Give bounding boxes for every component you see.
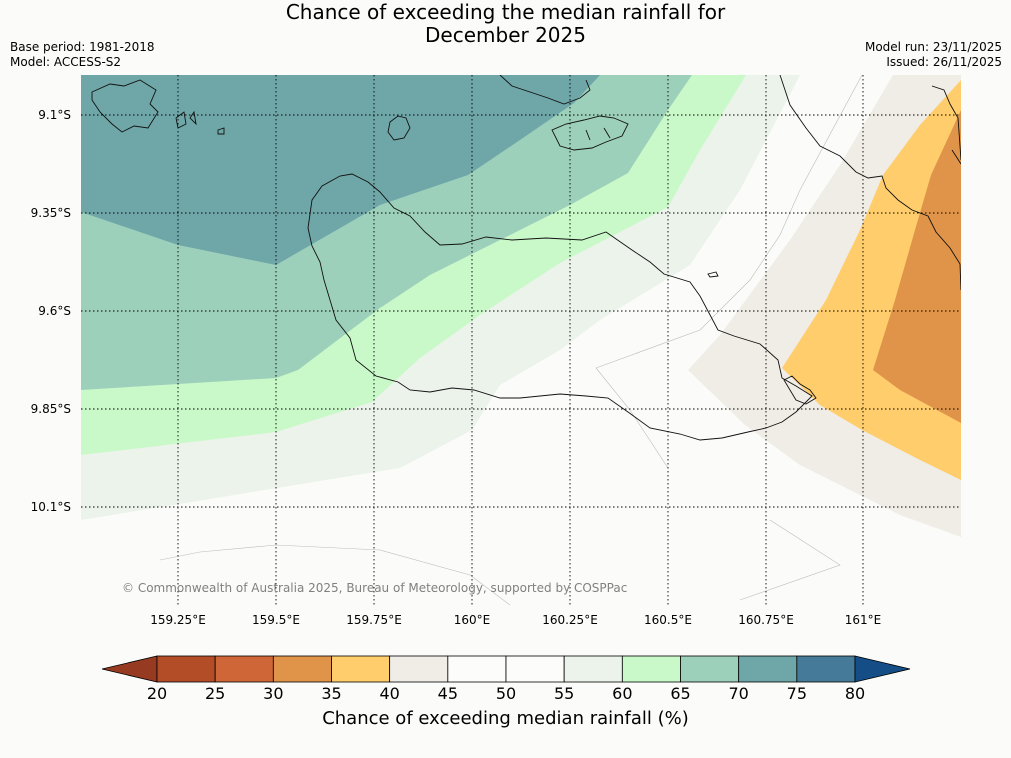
colorbar-label: 30 [263,684,283,703]
lat-label: 9.1°S [38,108,71,122]
savo-island [387,115,411,141]
malaita-south [779,75,961,291]
issued-date: Issued: 26/11/2025 [886,55,1002,69]
colorbar-cell [738,655,798,683]
colorbar-cell [447,655,507,683]
colorbar-title: Chance of exceeding median rainfall (%) [322,708,689,729]
base-period: Base period: 1981-2018 [10,40,155,54]
probability-map [81,75,961,605]
colorbar-cell [331,655,391,683]
region-30-35 [873,110,961,423]
guadalcanal-coast [307,173,813,441]
map-title-line1: Chance of exceeding the median rainfall … [285,0,726,24]
colorbar-high-extend [854,655,911,683]
colorbar-label: 45 [438,684,458,703]
colorbar-cell [214,655,274,683]
lon-label: 160°E [454,613,491,627]
colorbar-cell [272,655,332,683]
colorbar-low-extend [101,655,158,683]
marau-islets [783,375,817,405]
colorbar-cell [563,655,623,683]
lat-label: 9.85°S [31,402,71,416]
colorbar-cell [680,655,740,683]
latitude-labels: 9.1°S 9.35°S 9.6°S 9.85°S 10.1°S [31,108,71,514]
colorbar-cell [621,655,681,683]
malaita-west-coast [499,75,591,105]
colorbar-label: 25 [205,684,225,703]
colorbar-label: 75 [787,684,807,703]
colorbar-label: 70 [728,684,748,703]
lat-label: 10.1°S [31,500,71,514]
colorbar-cell [156,655,216,683]
colorbar-cell [505,655,565,683]
colorbar: 20 25 30 35 40 45 50 55 60 65 70 75 80 [101,655,911,703]
lat-label: 9.35°S [31,206,71,220]
colorbar-label: 60 [612,684,632,703]
lon-label: 160.5°E [644,613,692,627]
lat-label: 9.6°S [38,304,71,318]
colorbar-label: 65 [670,684,690,703]
small-islet [707,271,719,278]
colorbar-label: 50 [496,684,516,703]
faint-contours [159,75,863,605]
graticule [81,75,961,605]
model-run: Model run: 23/11/2025 [864,40,1002,54]
lon-label: 159.75°E [346,613,402,627]
lon-label: 161°E [845,613,882,627]
lon-label: 159.5°E [252,613,300,627]
coastlines [91,75,961,441]
model-name: Model: ACCESS-S2 [10,55,122,69]
russell-islands [91,79,225,135]
colorbar-label: 20 [147,684,167,703]
map-title-line2: December 2025 [425,23,586,47]
colorbar-cell [389,655,449,683]
region-70-75 [81,75,600,265]
florida-islands [551,115,629,151]
longitude-labels: 159.25°E 159.5°E 159.75°E 160°E 160.25°E… [150,613,881,627]
colorbar-label: 80 [845,684,865,703]
lon-label: 159.25°E [150,613,206,627]
colorbar-cell [796,655,856,683]
colorbar-label: 55 [554,684,574,703]
copyright-notice: © Commonwealth of Australia 2025, Bureau… [122,581,627,595]
colorbar-label: 40 [379,684,399,703]
lon-label: 160.25°E [542,613,598,627]
lon-label: 160.75°E [738,613,794,627]
colorbar-label: 35 [321,684,341,703]
